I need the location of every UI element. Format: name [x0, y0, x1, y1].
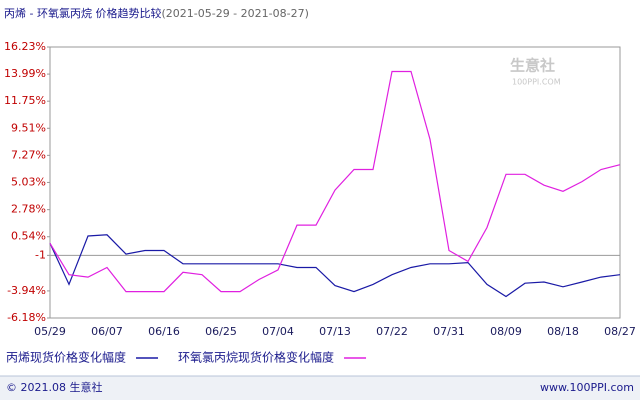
x-tick-label: 07/31 — [433, 325, 465, 338]
x-tick-label: 08/18 — [547, 325, 579, 338]
x-tick-label: 07/04 — [262, 325, 294, 338]
y-tick-label: 11.75% — [4, 94, 46, 107]
footer-right: www.100PPI.com — [540, 381, 634, 394]
x-tick-label: 07/22 — [376, 325, 408, 338]
x-tick-label: 06/07 — [91, 325, 123, 338]
y-tick-label: 16.23% — [4, 40, 46, 53]
x-tick-label: 08/27 — [604, 325, 636, 338]
watermark: 生意社 — [510, 57, 555, 75]
y-tick-label: -6.18% — [7, 311, 46, 324]
chart-title: 丙烯 - 环氧氯丙烷 价格趋势比较(2021-05-29 - 2021-08-2… — [4, 6, 309, 20]
watermark-sub: 100PPI.COM — [512, 78, 561, 87]
y-tick-label: 5.03% — [11, 175, 46, 188]
x-tick-label: 08/09 — [490, 325, 522, 338]
y-tick-label: 2.78% — [11, 203, 46, 216]
legend-label: 丙烯现货价格变化幅度 — [6, 350, 126, 365]
y-tick-label: 7.27% — [11, 148, 46, 161]
y-tick-label: -1 — [35, 248, 46, 261]
y-tick-label: 0.54% — [11, 230, 46, 243]
footer-left: © 2021.08 生意社 — [6, 380, 102, 394]
y-tick-label: -3.94% — [7, 284, 46, 297]
x-tick-label: 06/16 — [148, 325, 180, 338]
subtitle: (2021-05-29 - 2021-08-27) — [161, 7, 308, 20]
footer-band — [0, 376, 640, 400]
y-tick-label: 13.99% — [4, 67, 46, 80]
x-tick-label: 06/25 — [205, 325, 237, 338]
y-tick-label: 9.51% — [11, 121, 46, 134]
title: 丙烯 - 环氧氯丙烷 价格趋势比较 — [4, 6, 161, 20]
x-tick-label: 05/29 — [34, 325, 66, 338]
x-tick-label: 07/13 — [319, 325, 351, 338]
series-line — [49, 70, 621, 293]
series-line — [49, 234, 621, 298]
legend-label: 环氧氯丙烷现货价格变化幅度 — [178, 350, 334, 365]
